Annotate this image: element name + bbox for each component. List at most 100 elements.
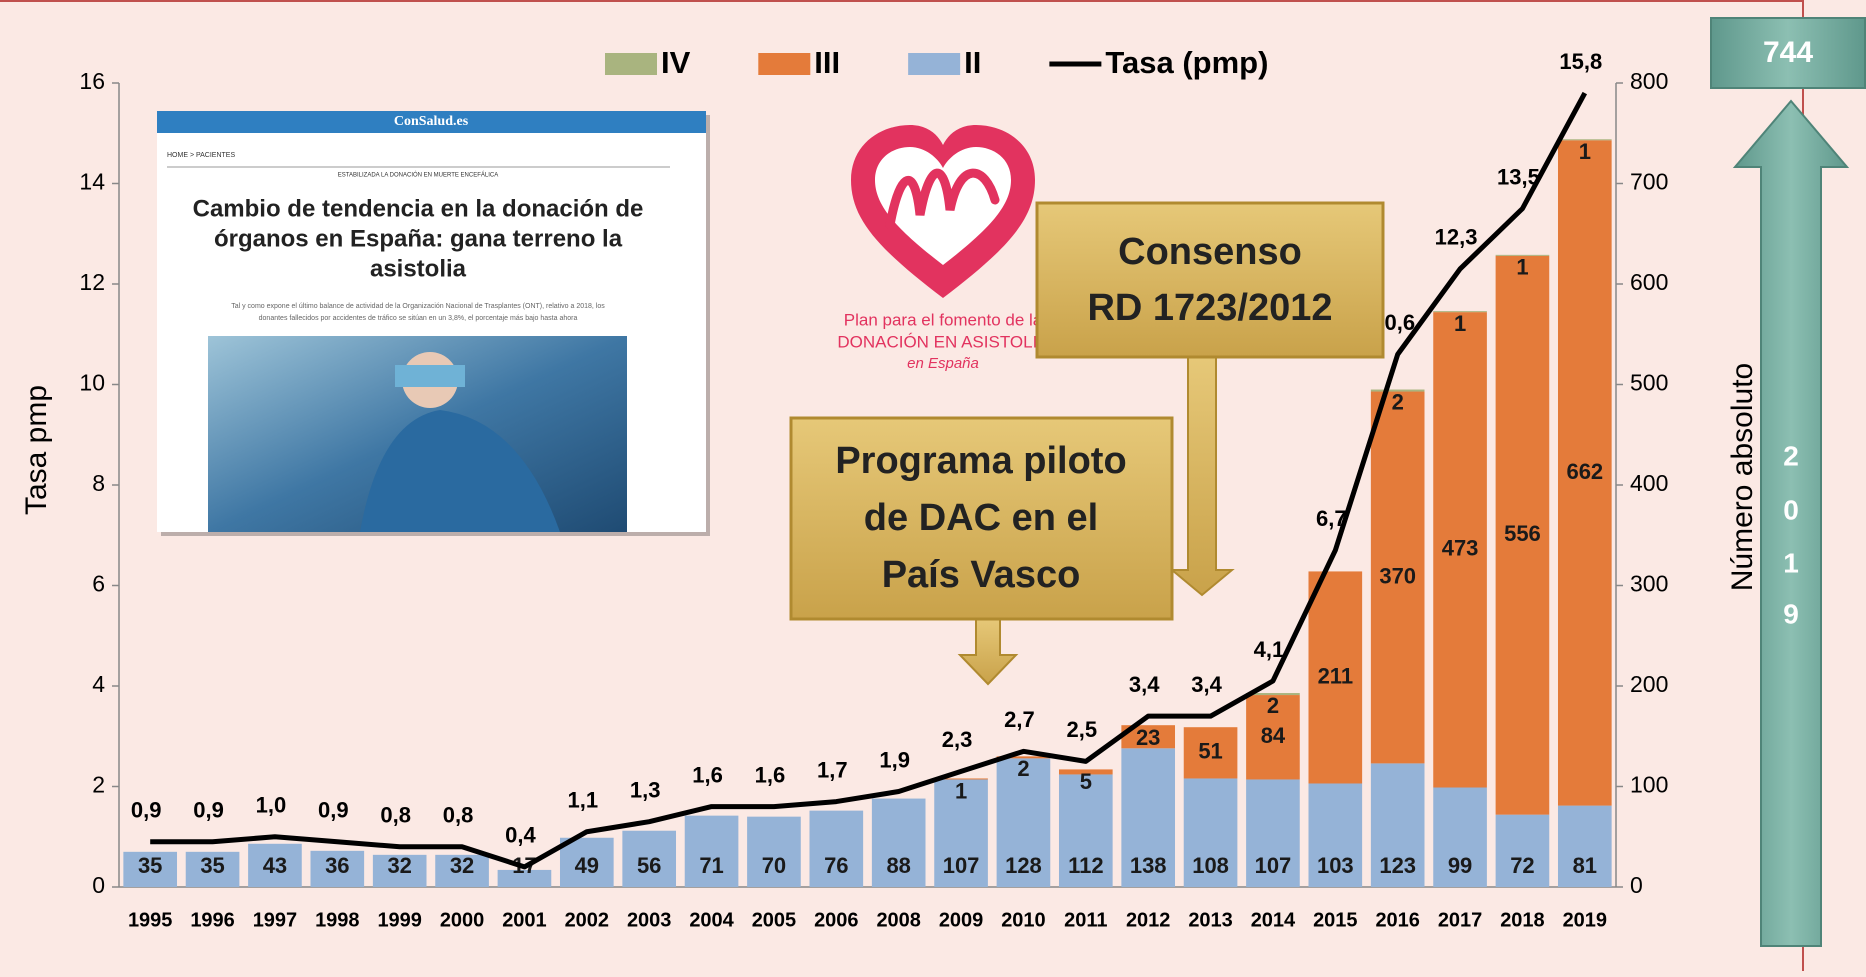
arrow-shape bbox=[1732, 99, 1850, 947]
y-tick-label: 6 bbox=[92, 571, 105, 597]
data-label: 2 bbox=[1017, 756, 1029, 781]
y-tick-label: 10 bbox=[79, 370, 105, 396]
annotation-text: RD 1723/2012 bbox=[1087, 287, 1332, 329]
data-label: 556 bbox=[1504, 521, 1541, 546]
legend-swatch bbox=[758, 53, 811, 75]
bar-segment bbox=[871, 798, 926, 887]
inset-header bbox=[157, 111, 706, 133]
bar-segment bbox=[1433, 787, 1487, 887]
rate-label: 0,8 bbox=[443, 803, 474, 828]
photo-mask bbox=[395, 365, 465, 387]
legend-swatch bbox=[908, 53, 961, 75]
y-tick-label: 14 bbox=[79, 169, 105, 195]
bar-segment bbox=[1557, 805, 1612, 887]
x-tick-label: 2018 bbox=[1500, 909, 1545, 931]
bar-segment bbox=[1370, 391, 1425, 764]
total-value: 744 bbox=[1763, 36, 1813, 69]
x-tick-label: 2001 bbox=[502, 909, 547, 931]
logo: Plan para el fomento de la DONACIÓN EN A… bbox=[837, 125, 1049, 372]
bar-segment bbox=[1557, 140, 1612, 806]
data-label: 35 bbox=[138, 853, 162, 878]
annotation-arrow bbox=[1169, 356, 1235, 597]
data-label: 107 bbox=[943, 853, 980, 878]
site-name: ConSalud.es bbox=[394, 114, 469, 129]
x-tick-label: 1997 bbox=[253, 909, 298, 931]
legend-label: III bbox=[814, 45, 840, 80]
y-tick-label: 16 bbox=[79, 68, 105, 94]
logo-text: en España bbox=[907, 355, 979, 372]
bar-segment bbox=[1495, 255, 1550, 815]
rate-label: 6,7 bbox=[1316, 506, 1347, 531]
y2-tick-label: 200 bbox=[1630, 671, 1668, 697]
data-label: 1 bbox=[1579, 139, 1591, 164]
data-label: 32 bbox=[450, 853, 474, 878]
bar-segment bbox=[1246, 695, 1300, 780]
annotation-arrow bbox=[957, 618, 1019, 686]
kicker: ESTABILIZADA LA DONACIÓN EN MUERTE ENCEF… bbox=[338, 172, 498, 179]
bar-segment bbox=[559, 837, 614, 887]
legend-label: IV bbox=[661, 45, 691, 80]
x-tick-label: 2012 bbox=[1126, 909, 1171, 931]
x-tick-label: 1995 bbox=[128, 909, 173, 931]
data-label: 473 bbox=[1442, 536, 1479, 561]
bar-segment bbox=[1246, 693, 1300, 696]
headline: Cambio de tendencia en la donación de bbox=[193, 195, 644, 222]
y-tick-label: 2 bbox=[92, 772, 105, 798]
x-tick-label: 2004 bbox=[689, 909, 734, 931]
data-label: 32 bbox=[387, 853, 411, 878]
logo-text: Plan para el fomento de la bbox=[844, 310, 1043, 329]
photo-gown bbox=[360, 410, 560, 532]
data-label: 76 bbox=[824, 853, 848, 878]
rate-label: 1,6 bbox=[692, 762, 723, 787]
breadcrumb: HOME > PACIENTES bbox=[167, 152, 235, 159]
rate-label: 1,0 bbox=[256, 793, 287, 818]
y2-tick-label: 700 bbox=[1630, 169, 1668, 195]
rate-label: 0,9 bbox=[131, 798, 162, 823]
bar-segment bbox=[310, 850, 365, 887]
y2-tick-label: 300 bbox=[1630, 571, 1668, 597]
annotation-box bbox=[789, 416, 1174, 621]
data-label: 128 bbox=[1005, 853, 1042, 878]
y2-tick-label: 0 bbox=[1630, 872, 1643, 898]
bar-segment bbox=[1370, 763, 1425, 887]
data-label: 112 bbox=[1068, 853, 1104, 878]
x-tick-label: 2009 bbox=[939, 909, 984, 931]
data-label: 56 bbox=[637, 853, 661, 878]
x-tick-label: 1996 bbox=[190, 909, 235, 931]
total-arrow: 744 2 0 1 9 bbox=[1710, 17, 1866, 947]
x-tick-label: 2008 bbox=[876, 909, 921, 931]
bar-segment bbox=[1308, 783, 1363, 887]
legend-swatch bbox=[605, 53, 657, 75]
data-label: 23 bbox=[1136, 725, 1160, 750]
annotation-text: País Vasco bbox=[882, 554, 1081, 596]
data-label: 5 bbox=[1080, 769, 1092, 794]
rate-label: 2,7 bbox=[1004, 707, 1035, 732]
rate-label: 1,6 bbox=[755, 762, 786, 787]
bar-segment bbox=[185, 851, 240, 887]
data-label: 35 bbox=[200, 853, 224, 878]
logo-text: DONACIÓN EN ASISTOLIA bbox=[837, 332, 1049, 351]
data-label: 43 bbox=[263, 853, 287, 878]
bar-segment bbox=[934, 779, 988, 887]
bar-segment bbox=[809, 810, 864, 887]
rate-label: 2,3 bbox=[942, 727, 973, 752]
data-label: 211 bbox=[1318, 663, 1354, 688]
x-tick-label: 2017 bbox=[1438, 909, 1483, 931]
rate-label: 13,5 bbox=[1497, 164, 1540, 189]
headline: asistolia bbox=[370, 255, 467, 282]
rate-label: 1,3 bbox=[630, 777, 661, 802]
bar-segment bbox=[934, 778, 988, 780]
rate-label: 2,5 bbox=[1067, 717, 1098, 742]
rate-label: 4,1 bbox=[1254, 637, 1285, 662]
y-tick-label: 0 bbox=[92, 872, 105, 898]
annotation-programa: Programa piloto de DAC en el País Vasco bbox=[789, 416, 1174, 686]
x-tick-label: 2014 bbox=[1251, 909, 1296, 931]
data-label: 99 bbox=[1448, 853, 1472, 878]
y2-tick-label: 400 bbox=[1630, 470, 1668, 496]
data-label: 662 bbox=[1566, 459, 1603, 484]
y-tick-label: 4 bbox=[92, 671, 105, 697]
data-label: 138 bbox=[1130, 853, 1167, 878]
bar-segment bbox=[622, 830, 677, 887]
y2-tick-label: 600 bbox=[1630, 269, 1668, 295]
y2-axis-title: Número absoluto bbox=[1726, 363, 1759, 591]
